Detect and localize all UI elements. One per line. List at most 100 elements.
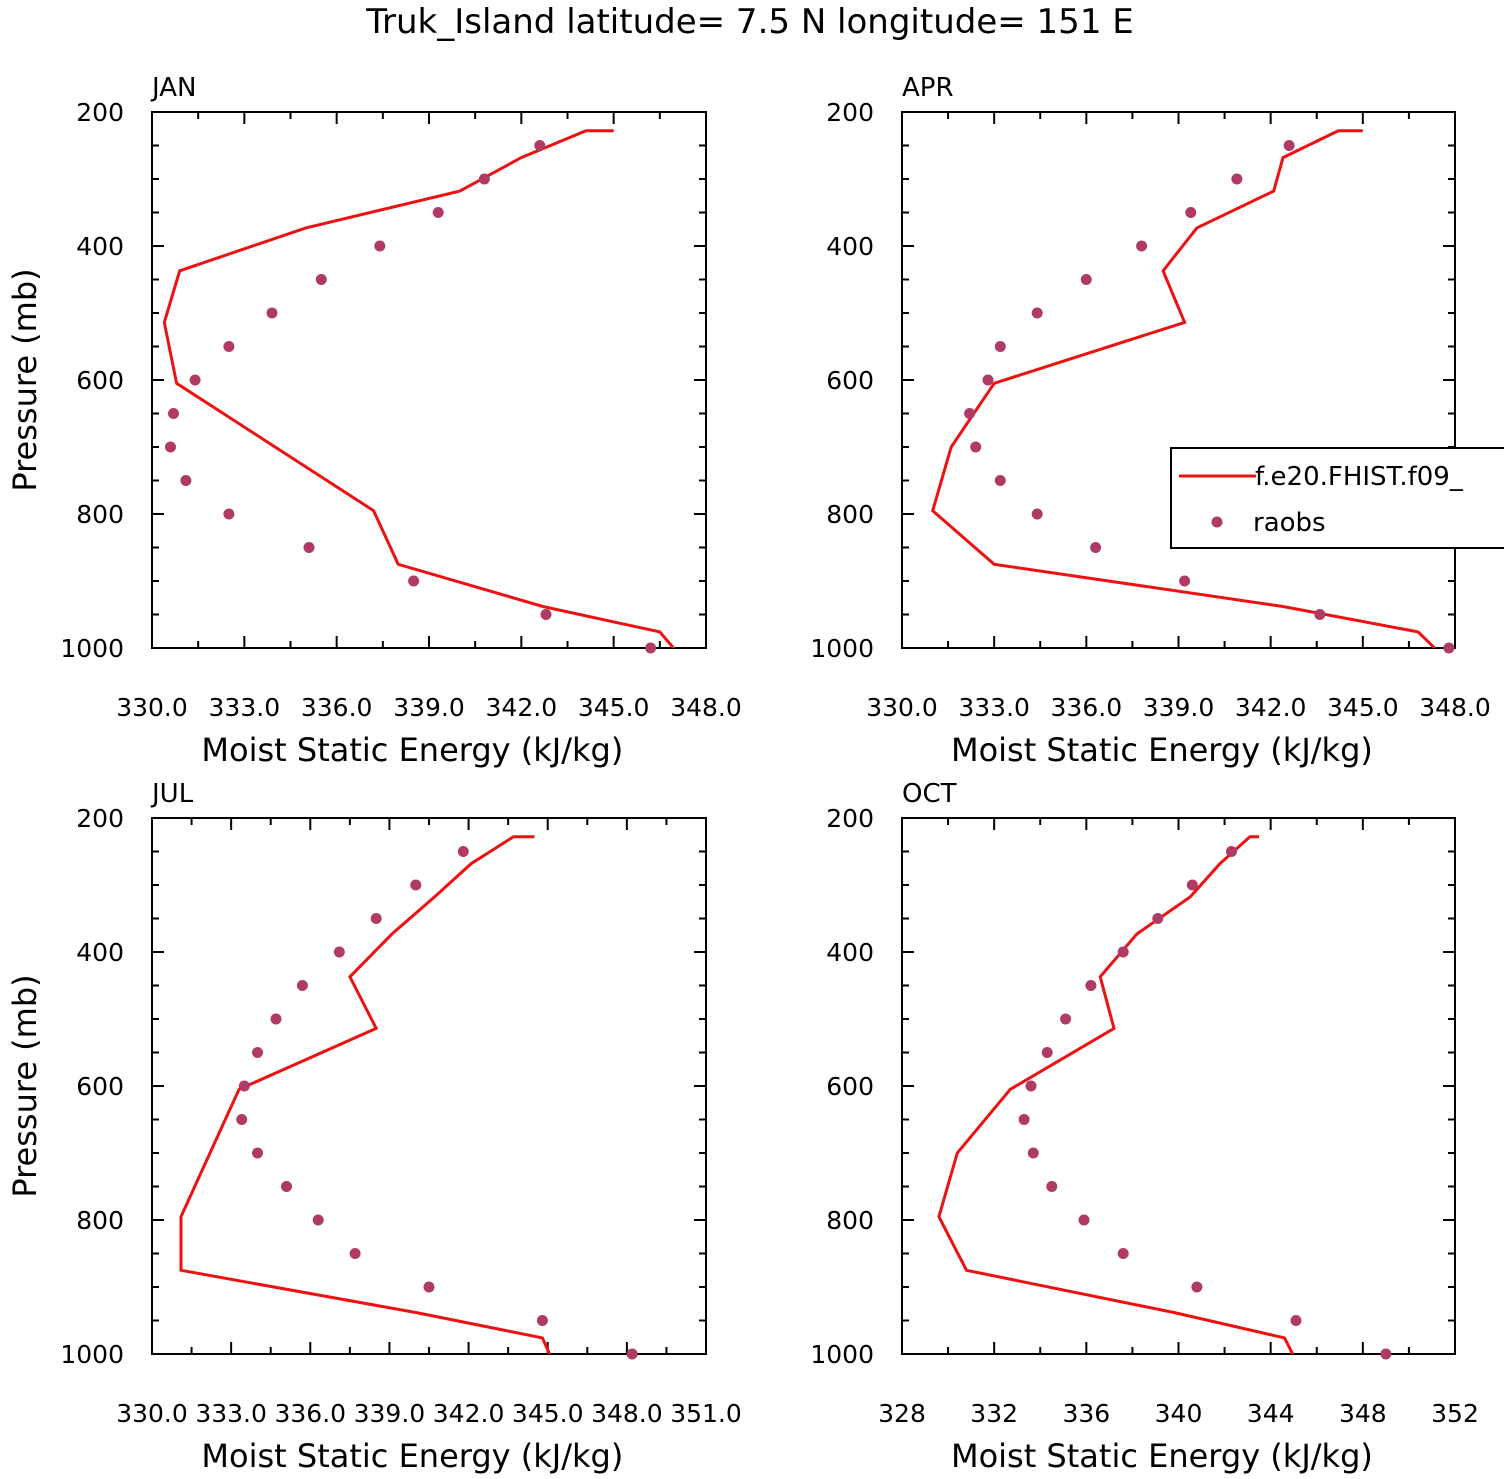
raobs-point: [238, 1080, 250, 1092]
raobs-point: [168, 408, 179, 419]
raobs-point: [1060, 1013, 1072, 1025]
x-tick-label: 333.0: [209, 693, 281, 722]
raobs-point: [1380, 1348, 1392, 1360]
y-tick-label: 200: [826, 98, 874, 127]
y-axis-title: Pressure (mb): [6, 974, 44, 1197]
raobs-point: [1117, 1248, 1129, 1259]
x-tick-label: 333.0: [195, 1399, 267, 1428]
legend: f.e20.FHIST.f09_raobs: [1170, 447, 1504, 549]
y-tick-label: 1000: [60, 634, 124, 663]
raobs-point: [1031, 508, 1043, 520]
x-axis-title: Moist Static Energy (kJ/kg): [951, 731, 1373, 769]
raobs-point: [189, 374, 201, 386]
raobs-point: [180, 475, 192, 486]
chart-panel-jan: JAN 200 400 600 800 1000 330.0 333.0 336.0 339.0 3…: [6, 73, 742, 769]
raobs-point: [645, 642, 657, 654]
raobs-point: [1041, 1047, 1053, 1058]
series-group: [179, 835, 552, 1354]
model-profile-line: [937, 835, 1295, 1354]
y-tick-label: 200: [76, 804, 124, 833]
x-tick-label: 336.0: [274, 1399, 346, 1428]
y-axis-title: Pressure (mb): [6, 268, 44, 491]
chart-panel-apr: APR 200 400 600 800 1000 330.0 333.0 336.0 339.0 3…: [810, 73, 1504, 769]
legend-box: [1170, 447, 1504, 549]
raobs-point: [349, 1248, 361, 1259]
y-tick-label: 800: [76, 500, 124, 529]
x-tick-label: 330.0: [116, 693, 188, 722]
x-tick-label: 342.0: [433, 1399, 505, 1428]
raobs-point: [1179, 575, 1191, 587]
raobs-point: [333, 946, 345, 958]
raobs-point: [223, 341, 235, 352]
x-tick-label: 342.0: [486, 693, 558, 722]
series-group: [937, 835, 1295, 1354]
x-tick-label: 344: [1247, 1399, 1295, 1428]
y-tick-label: 600: [826, 366, 874, 395]
raobs-point: [540, 609, 552, 620]
raobs-point: [982, 374, 994, 386]
chart-panel-oct: OCT 200 400 600 800 1000 328 332 336 340 344 348 352…: [810, 779, 1478, 1475]
legend-dot-swatch: [1211, 516, 1223, 528]
x-axis-title: Moist Static Energy (kJ/kg): [201, 731, 623, 769]
raobs-point: [296, 980, 308, 991]
raobs-point: [236, 1114, 248, 1125]
series-group: [930, 129, 1437, 648]
raobs-point: [994, 475, 1006, 486]
x-tick-label: 351.0: [670, 1399, 742, 1428]
model-profile-line: [162, 129, 676, 648]
legend-obs-label: raobs: [1253, 508, 1326, 538]
x-tick-label: 345.0: [512, 1399, 584, 1428]
x-tick-label: 339.0: [1143, 693, 1215, 722]
x-tick-label: 328: [878, 1399, 926, 1428]
y-tick-label: 400: [76, 938, 124, 967]
y-tick-label: 800: [826, 500, 874, 529]
raobs-point: [165, 441, 176, 453]
raobs-point: [1152, 913, 1164, 924]
x-tick-label: 339.0: [354, 1399, 426, 1428]
x-axis-title: Moist Static Energy (kJ/kg): [201, 1437, 623, 1475]
raobs-point: [315, 274, 327, 285]
y-tick-label: 800: [826, 1206, 874, 1235]
raobs-point: [281, 1181, 292, 1192]
raobs-point: [994, 341, 1006, 352]
raobs-point: [252, 1047, 263, 1058]
raobs-point: [626, 1348, 638, 1360]
raobs-point: [1085, 980, 1097, 991]
raobs-point: [223, 508, 235, 520]
raobs-point: [1314, 609, 1326, 620]
x-tick-label: 352: [1431, 1399, 1479, 1428]
x-tick-label: 330.0: [116, 1399, 188, 1428]
raobs-point: [1226, 846, 1237, 857]
raobs-point: [1117, 946, 1129, 958]
x-tick-label: 342.0: [1235, 693, 1307, 722]
x-tick-label: 336.0: [1051, 693, 1123, 722]
raobs-point: [270, 1013, 282, 1025]
x-tick-label: 348.0: [591, 1399, 663, 1428]
raobs-point: [1078, 1214, 1090, 1226]
x-tick-label: 345.0: [1327, 693, 1399, 722]
raobs-point: [970, 441, 982, 453]
raobs-point: [1025, 1080, 1037, 1092]
x-tick-label: 332: [970, 1399, 1018, 1428]
y-tick-label: 1000: [810, 1340, 874, 1369]
raobs-point: [410, 879, 422, 891]
raobs-point: [536, 1315, 548, 1326]
y-tick-label: 400: [76, 232, 124, 261]
x-tick-label: 330.0: [866, 693, 938, 722]
raobs-point: [534, 140, 546, 151]
raobs-point: [478, 173, 490, 185]
raobs-point: [1027, 1147, 1039, 1159]
x-tick-label: 336.0: [301, 693, 373, 722]
legend-model-label: f.e20.FHIST.f09_: [1255, 462, 1464, 492]
x-tick-label: 345.0: [578, 693, 650, 722]
x-tick-label: 339.0: [393, 693, 465, 722]
raobs-point: [252, 1147, 263, 1159]
raobs-point: [1443, 642, 1455, 654]
raobs-point: [312, 1214, 324, 1226]
raobs-point: [1136, 240, 1148, 252]
raobs-point: [1231, 173, 1243, 185]
figure-title: Truk_Island latitude= 7.5 N longitude= 1…: [365, 2, 1134, 42]
